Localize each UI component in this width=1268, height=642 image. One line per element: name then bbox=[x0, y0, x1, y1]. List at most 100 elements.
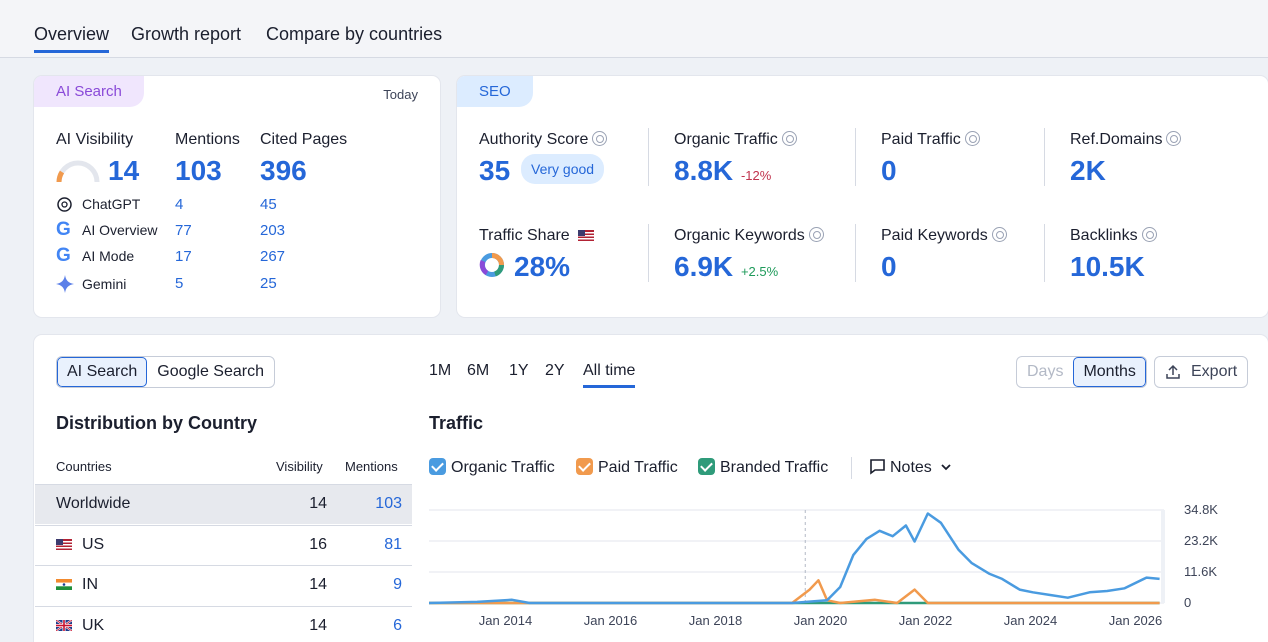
chatgpt-icon bbox=[57, 197, 72, 212]
toggle-ai-search[interactable]: AI Search bbox=[57, 357, 148, 387]
divider bbox=[1044, 128, 1045, 186]
x-tick-label: Jan 2018 bbox=[688, 613, 743, 628]
visibility-cell: 16 bbox=[309, 536, 327, 553]
export-label: Export bbox=[1191, 363, 1238, 380]
divider bbox=[855, 224, 856, 282]
date-label: Today bbox=[383, 87, 418, 102]
range-1m[interactable]: 1M bbox=[429, 362, 452, 379]
organic-keywords-value[interactable]: 6.9K +2.5% bbox=[674, 251, 779, 282]
divider bbox=[648, 128, 649, 186]
backlinks-label: Backlinks bbox=[1070, 227, 1157, 245]
traffic-chart[interactable] bbox=[429, 495, 1229, 635]
gemini-icon bbox=[56, 275, 74, 293]
source-mentions: 5 bbox=[175, 275, 184, 292]
mentions-cell[interactable]: 81 bbox=[384, 536, 402, 553]
chart-grid bbox=[429, 509, 1165, 604]
col-visibility[interactable]: Visibility bbox=[276, 459, 323, 474]
country-name: UK bbox=[56, 617, 104, 635]
info-icon[interactable] bbox=[808, 227, 824, 242]
months-button[interactable]: Months bbox=[1073, 357, 1146, 387]
cited-pages-value: 396 bbox=[260, 155, 307, 186]
days-button[interactable]: Days bbox=[1027, 363, 1064, 380]
x-tick-label: Jan 2022 bbox=[898, 613, 953, 628]
source-mentions: 17 bbox=[175, 248, 192, 265]
mentions-cell[interactable]: 9 bbox=[393, 576, 402, 593]
checkbox-icon[interactable] bbox=[429, 458, 446, 475]
y-tick-label: 34.8K bbox=[1184, 502, 1218, 517]
uk-flag-icon bbox=[56, 620, 72, 631]
authority-badge: Very good bbox=[521, 154, 605, 184]
table-row-in[interactable]: IN 14 9 bbox=[35, 565, 412, 605]
tab-growth-report[interactable]: Growth report bbox=[131, 24, 242, 44]
legend-branded-traffic[interactable]: Branded Traffic bbox=[698, 458, 828, 477]
country-name: US bbox=[56, 536, 104, 554]
source-name: AI Overview bbox=[82, 222, 158, 238]
range-all-time[interactable]: All time bbox=[583, 362, 636, 388]
organic-keywords-label: Organic Keywords bbox=[674, 227, 824, 245]
ref-domains-label: Ref.Domains bbox=[1070, 131, 1182, 149]
ref-domains-value[interactable]: 2K bbox=[1070, 155, 1106, 186]
col-countries[interactable]: Countries bbox=[56, 459, 112, 474]
x-tick-label: Jan 2014 bbox=[478, 613, 533, 628]
mentions-cell[interactable]: 103 bbox=[375, 495, 402, 512]
info-icon[interactable] bbox=[1141, 227, 1157, 242]
legend-organic-traffic[interactable]: Organic Traffic bbox=[429, 458, 555, 477]
organic-traffic-value[interactable]: 8.8K -12% bbox=[674, 155, 772, 186]
tab-overview[interactable]: Overview bbox=[34, 24, 110, 53]
legend-paid-traffic[interactable]: Paid Traffic bbox=[576, 458, 678, 477]
paid-traffic-label: Paid Traffic bbox=[881, 131, 980, 149]
mentions-cell[interactable]: 6 bbox=[393, 617, 402, 634]
info-icon[interactable] bbox=[592, 131, 608, 146]
source-cited: 25 bbox=[260, 275, 277, 292]
traffic-share-value: 28% bbox=[514, 251, 571, 282]
col-mentions[interactable]: Mentions bbox=[345, 459, 398, 474]
table-row-uk[interactable]: UK 14 6 bbox=[35, 606, 412, 642]
visibility-cell: 14 bbox=[309, 495, 327, 512]
mentions-label: Mentions bbox=[175, 131, 240, 148]
x-tick-label: Jan 2016 bbox=[583, 613, 638, 628]
series-line-paid-traffic[interactable] bbox=[429, 579, 1160, 605]
traffic-share-label: Traffic Share bbox=[479, 227, 595, 245]
distribution-title: Distribution by Country bbox=[56, 413, 257, 433]
tab-compare-by-countries[interactable]: Compare by countries bbox=[266, 24, 443, 44]
ai-search-pill: AI Search bbox=[34, 76, 144, 107]
export-button[interactable]: Export bbox=[1154, 356, 1249, 388]
country-name: IN bbox=[56, 576, 98, 594]
source-name: Gemini bbox=[82, 276, 127, 292]
y-tick-label: 0 bbox=[1184, 595, 1192, 610]
range-1y[interactable]: 1Y bbox=[509, 362, 529, 379]
table-row-worldwide[interactable]: Worldwide 14 103 bbox=[35, 484, 412, 524]
backlinks-value[interactable]: 10.5K bbox=[1070, 251, 1145, 282]
visibility-cell: 14 bbox=[309, 617, 327, 634]
google-icon: G bbox=[56, 245, 71, 266]
series-line-organic-traffic[interactable] bbox=[429, 512, 1160, 605]
source-name: ChatGPT bbox=[82, 196, 141, 212]
current-period-marker bbox=[1161, 510, 1165, 603]
notes-icon bbox=[870, 459, 885, 475]
organic-traffic-delta: -12% bbox=[740, 168, 772, 183]
visibility-gauge-icon bbox=[56, 160, 100, 183]
info-icon[interactable] bbox=[964, 131, 980, 146]
y-tick-label: 11.6K bbox=[1184, 564, 1218, 579]
country-name: Worldwide bbox=[56, 495, 131, 512]
range-6m[interactable]: 6M bbox=[467, 362, 490, 379]
paid-traffic-value[interactable]: 0 bbox=[881, 155, 897, 186]
legend-divider bbox=[851, 457, 852, 479]
toggle-google-search[interactable]: Google Search bbox=[157, 363, 264, 380]
divider bbox=[855, 128, 856, 186]
table-row-us[interactable]: US 16 81 bbox=[35, 525, 412, 565]
range-2y[interactable]: 2Y bbox=[545, 362, 565, 379]
info-icon[interactable] bbox=[1166, 131, 1182, 146]
seo-pill: SEO bbox=[457, 76, 533, 107]
google-icon: G bbox=[56, 219, 71, 240]
granularity-toggle: Days Months bbox=[1016, 356, 1147, 388]
paid-keywords-value[interactable]: 0 bbox=[881, 251, 897, 282]
x-tick-label: Jan 2026 bbox=[1108, 613, 1163, 628]
seo-card: SEO Authority Score 35 Very good Organic… bbox=[457, 76, 1268, 317]
checkbox-icon[interactable] bbox=[698, 458, 715, 475]
source-name: AI Mode bbox=[82, 248, 135, 264]
notes-dropdown[interactable]: Notes bbox=[869, 458, 952, 477]
info-icon[interactable] bbox=[781, 131, 797, 146]
info-icon[interactable] bbox=[991, 227, 1007, 242]
checkbox-icon[interactable] bbox=[576, 458, 593, 475]
